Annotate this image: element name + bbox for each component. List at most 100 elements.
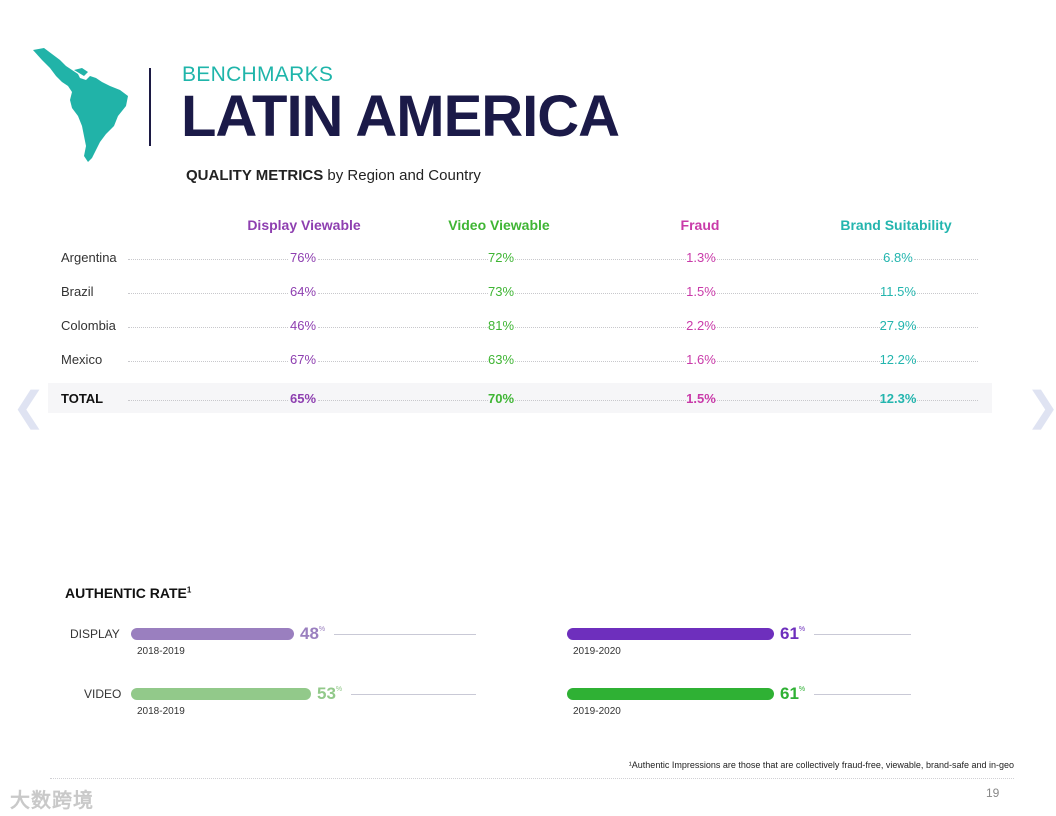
video-after-period: 2019-2020 [573,706,621,717]
dotted-leader [318,259,488,260]
col-fraud: Fraud [680,217,720,233]
display-before-value: 48% [300,624,325,644]
cell-display-viewable: 76% [289,250,317,265]
authentic-rate-title: AUTHENTIC RATE1 [65,585,191,601]
dotted-leader [715,259,884,260]
cell-video-viewable: 81% [487,318,515,333]
value-number: 61 [780,624,799,643]
page-number: 19 [986,786,1000,800]
total-row: TOTAL 65% 70% 1.5% 12.3% [48,383,992,413]
cell-fraud: 1.5% [686,284,716,299]
row-label: TOTAL [61,391,104,406]
dotted-leader [715,400,884,401]
value-number: 53 [317,684,336,703]
dotted-leader [318,400,488,401]
dotted-leader [914,259,978,260]
cell-brand-suitability: 27.9% [879,318,917,333]
value-number: 48 [300,624,319,643]
subtitle: QUALITY METRICS by Region and Country [186,167,481,184]
dotted-leader [318,293,488,294]
subtitle-rest: by Region and Country [323,167,481,184]
cell-video-viewable: 70% [487,391,515,406]
cell-brand-suitability: 6.8% [883,250,913,265]
cell-display-viewable: 65% [289,391,317,406]
dotted-leader [515,327,686,328]
dotted-leader [318,361,488,362]
kicker: BENCHMARKS [182,63,334,86]
col-video-viewable: Video Viewable [448,217,550,233]
dotted-leader [515,259,686,260]
dotted-leader [914,293,978,294]
dotted-leader [914,327,978,328]
row-label: Brazil [61,284,94,299]
dotted-leader [515,293,686,294]
cell-brand-suitability: 12.2% [879,352,917,367]
dotted-leader [128,361,288,362]
footer-divider [50,778,1014,779]
video-label: VIDEO [84,687,122,701]
video-before-bar [131,688,311,700]
col-display-viewable: Display Viewable [247,217,361,233]
col-brand-suitability: Brand Suitability [840,217,952,233]
dotted-leader [515,400,686,401]
row-label: Colombia [61,318,116,333]
dotted-leader [128,293,288,294]
table-row: Brazil 64% 73% 1.5% 11.5% [48,276,992,308]
value-unit: % [318,626,326,633]
display-before-period: 2018-2019 [137,646,185,657]
video-after-track [814,694,911,695]
authentic-rate-footnote-mark: 1 [186,585,192,595]
display-after-bar [567,628,774,640]
display-label: DISPLAY [70,627,120,641]
cell-brand-suitability: 12.3% [879,391,917,406]
dotted-leader [715,361,884,362]
cell-fraud: 2.2% [686,318,716,333]
display-after-period: 2019-2020 [573,646,621,657]
video-after-bar [567,688,774,700]
page-title: LATIN AMERICA [181,84,620,149]
video-before-value: 53% [317,684,342,704]
value-number: 61 [780,684,799,703]
cell-video-viewable: 72% [487,250,515,265]
cell-fraud: 1.3% [686,250,716,265]
authentic-rate-title-text: AUTHENTIC RATE [65,585,187,601]
latin-america-map-icon [33,48,128,162]
cell-display-viewable: 64% [289,284,317,299]
display-after-track [814,634,911,635]
subtitle-bold: QUALITY METRICS [186,167,324,184]
value-unit: % [335,686,343,693]
watermark: 大数跨境 [10,790,94,812]
dotted-leader [914,361,978,362]
dotted-leader [128,327,288,328]
display-before-bar [131,628,294,640]
video-before-period: 2018-2019 [137,706,185,717]
table-row: Colombia 46% 81% 2.2% 27.9% [48,310,992,342]
value-unit: % [798,686,806,693]
dotted-leader [128,400,288,401]
dotted-leader [515,361,686,362]
cell-video-viewable: 73% [487,284,515,299]
video-after-value: 61% [780,684,805,704]
video-before-track [351,694,476,695]
dotted-leader [128,259,288,260]
display-before-track [334,634,476,635]
cell-fraud: 1.6% [686,352,716,367]
row-label: Argentina [61,250,117,265]
cell-video-viewable: 63% [487,352,515,367]
dotted-leader [318,327,488,328]
display-after-value: 61% [780,624,805,644]
chevron-right-icon[interactable]: ❯ [1026,384,1056,430]
dotted-leader [914,400,978,401]
header-divider [149,68,151,146]
table-row: Mexico 67% 63% 1.6% 12.2% [48,344,992,376]
cell-display-viewable: 46% [289,318,317,333]
chevron-left-icon[interactable]: ❮ [12,385,46,429]
cell-brand-suitability: 11.5% [880,284,916,299]
table-row: Argentina 76% 72% 1.3% 6.8% [48,242,992,274]
footnote: ¹Authentic Impressions are those that ar… [628,760,1014,770]
cell-display-viewable: 67% [289,352,317,367]
dotted-leader [715,327,884,328]
dotted-leader [715,293,884,294]
cell-fraud: 1.5% [686,391,716,406]
value-unit: % [798,626,806,633]
